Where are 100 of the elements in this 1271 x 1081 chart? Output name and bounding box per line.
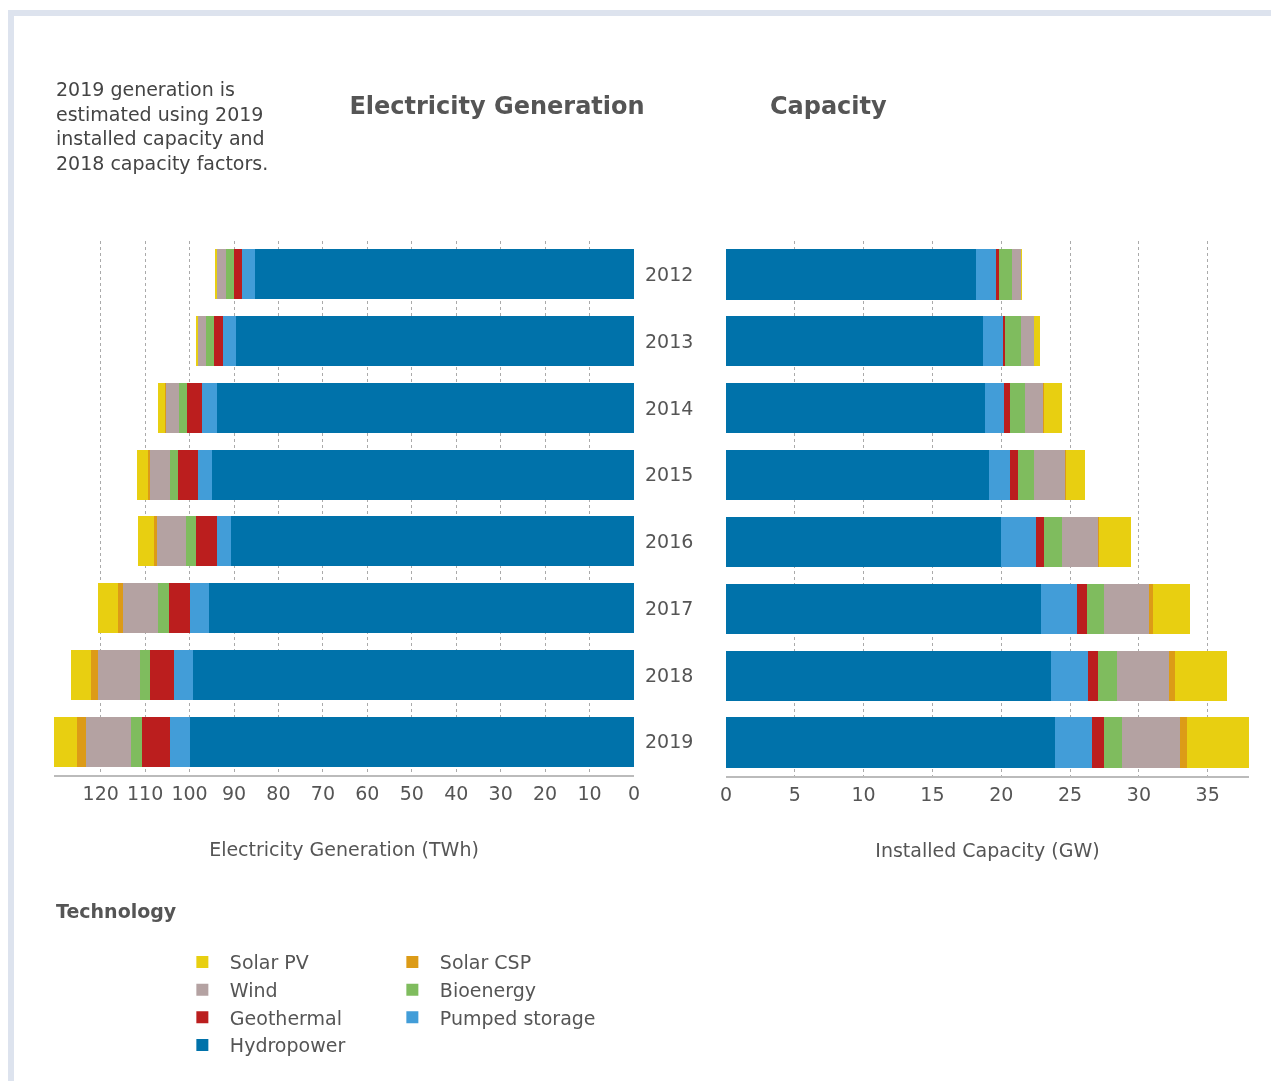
bar: [726, 316, 984, 367]
bar: [158, 583, 169, 634]
bar: [225, 249, 235, 300]
bar: [54, 716, 77, 767]
bar: [202, 382, 217, 433]
bar: [1034, 449, 1065, 501]
x-tick-label: 60: [355, 781, 380, 804]
bar: [1180, 717, 1188, 768]
bar: [193, 649, 634, 700]
bar: [1092, 717, 1105, 768]
bar: [1097, 650, 1117, 701]
chart-title: Electricity Generation: [349, 92, 645, 121]
x-tick-label: 35: [1195, 782, 1220, 805]
bar: [983, 316, 1003, 367]
bar: [186, 516, 197, 567]
bar: [169, 449, 179, 500]
bar: [1012, 249, 1021, 300]
bar: [726, 650, 1051, 701]
x-tick-label: 30: [488, 781, 513, 804]
x-tick-label: 40: [444, 781, 469, 804]
bar: [136, 449, 148, 500]
legend-label: Geothermal: [229, 1006, 342, 1029]
x-tick-label: 5: [788, 782, 801, 805]
bar: [235, 316, 634, 367]
y-tick-label: 2013: [645, 329, 694, 352]
bar: [1020, 316, 1035, 367]
bar: [153, 516, 157, 567]
bar: [178, 449, 198, 500]
y-tick-label: 2015: [645, 463, 694, 486]
bar: [166, 382, 180, 433]
bar: [1104, 717, 1123, 768]
legend-label: Pumped storage: [439, 1006, 596, 1029]
bar: [139, 649, 150, 700]
bar: [995, 249, 999, 300]
bar: [1001, 516, 1036, 568]
bar: [70, 649, 92, 700]
y-tick-label: 2012: [645, 263, 694, 286]
x-tick-label: 10: [851, 782, 876, 805]
bar: [187, 382, 202, 433]
bar: [984, 383, 1005, 434]
bar: [255, 249, 634, 300]
x-tick-label: 70: [310, 781, 335, 804]
bar: [216, 516, 231, 567]
bar: [1035, 516, 1044, 568]
bar: [130, 716, 142, 767]
bar: [190, 583, 210, 634]
bar: [222, 316, 236, 367]
legend-label: Bioenergy: [439, 979, 537, 1002]
bar: [1004, 383, 1010, 434]
x-tick-label: 80: [266, 781, 291, 804]
text: 2019 generation is estimated using 2019 installed capacity and 2018 capacity factors.: [56, 78, 269, 175]
bar: [1086, 583, 1105, 634]
bar: [988, 449, 1010, 501]
bar: [206, 316, 214, 367]
x-tick-label: 110: [126, 781, 164, 804]
x-tick-label: 20: [989, 782, 1014, 805]
bar: [179, 382, 188, 433]
bar: [726, 249, 977, 300]
bar: [211, 449, 634, 500]
bar: [168, 583, 190, 634]
bar: [1005, 316, 1021, 367]
bar: [976, 249, 996, 300]
x-tick-label: 10: [577, 781, 602, 804]
legend-label: Solar PV: [229, 951, 309, 974]
bar: [726, 583, 1042, 634]
bar: [1041, 583, 1077, 634]
bar: [98, 583, 118, 634]
bar: [1187, 717, 1249, 768]
bar: [217, 249, 226, 300]
y-tick-label: 2019: [645, 730, 694, 753]
bar: [91, 649, 98, 700]
bar: [234, 249, 242, 300]
x-tick-label: 25: [1057, 782, 1083, 805]
x-tick-label: 30: [1126, 782, 1151, 805]
y-tick-label: 2014: [645, 396, 694, 419]
bar: [149, 449, 170, 500]
x-tick-label: 50: [399, 781, 424, 804]
y-tick-label: 2018: [645, 663, 694, 686]
legend-label: Wind: [229, 979, 278, 1002]
bar: [173, 649, 194, 700]
bar: [216, 382, 634, 433]
bar: [726, 516, 1002, 568]
bar: [1054, 717, 1093, 768]
bar: [169, 716, 190, 767]
bar: [138, 516, 154, 567]
x-axis-title: Electricity Generation (TWh): [209, 838, 479, 861]
bar: [1148, 583, 1153, 634]
bar: [209, 583, 634, 634]
bar: [230, 516, 634, 567]
bar: [1009, 383, 1025, 434]
x-tick-label: 90: [221, 781, 247, 804]
legend-label: Hydropower: [229, 1034, 346, 1057]
bar: [1043, 383, 1062, 434]
bar: [1152, 583, 1190, 634]
bar: [142, 716, 170, 767]
x-tick-label: 100: [171, 781, 208, 804]
bar: [1024, 383, 1043, 434]
bar: [198, 316, 206, 367]
bar: [149, 649, 174, 700]
bar: [1098, 516, 1131, 568]
